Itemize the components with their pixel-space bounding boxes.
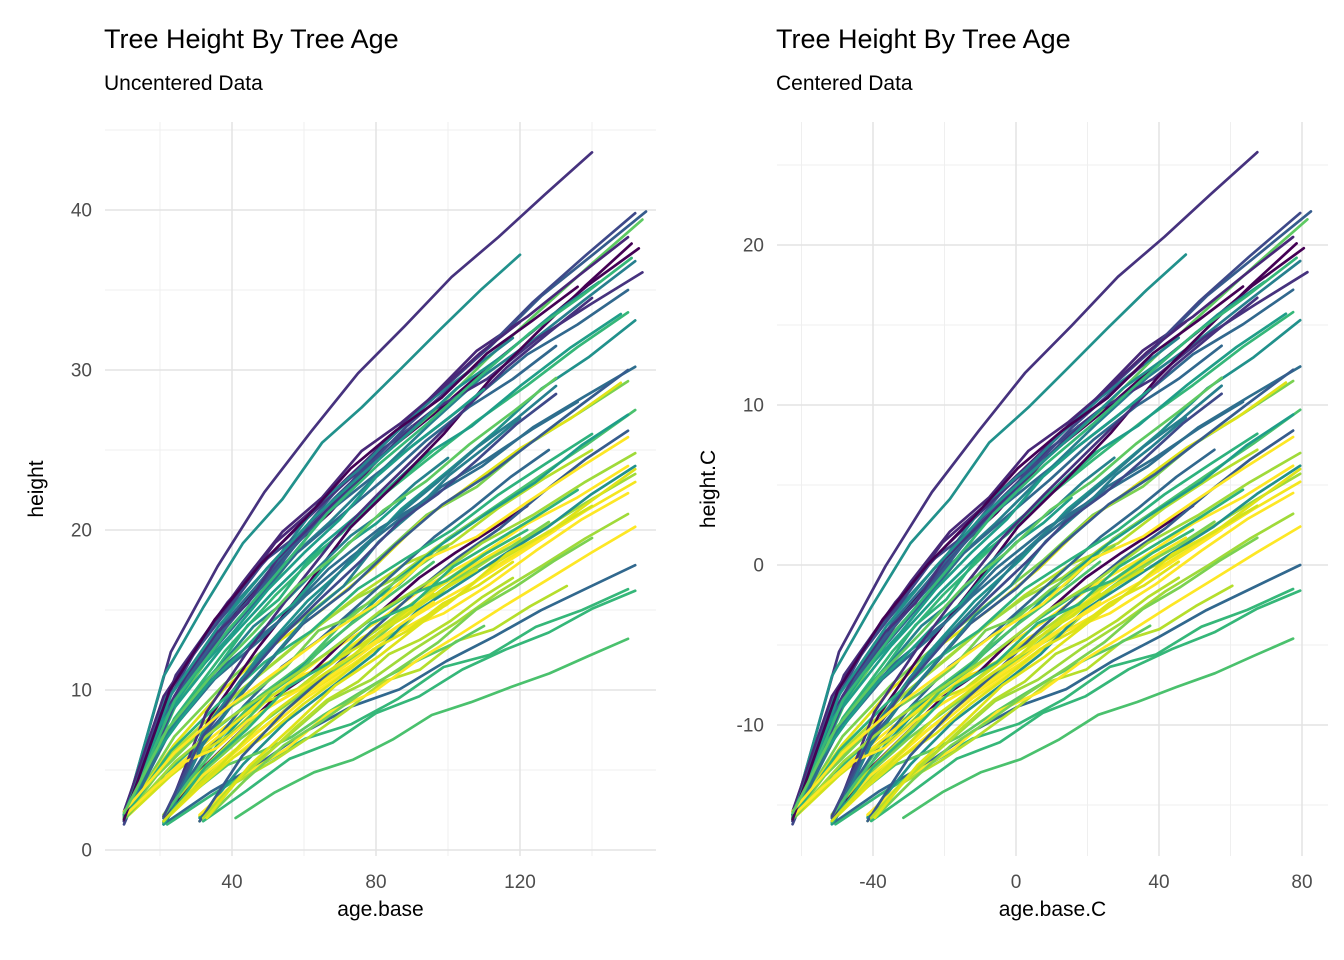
x-tick-label: -40 [859,872,886,893]
y-tick-label: 40 [71,201,92,222]
tree-growth-line [834,448,1216,813]
plot-panel-centered: -10 0 10 20 -40 0 40 80 [737,122,1328,893]
tree-growth-line [122,435,630,813]
tree-growth-line [791,285,1245,821]
tree-growth-line [866,584,1234,818]
y-axis-label-centered: height.C [697,449,720,529]
tree-growth-line [122,256,633,820]
y-tick-label: 20 [71,521,92,542]
x-tick-label: 80 [1291,872,1312,893]
tree-growth-line [122,387,486,818]
tree-growth-line [162,520,551,820]
tree-growth-line [866,464,1302,820]
tree-growth-line [205,536,594,820]
chart-uncentered: 0 10 20 30 40 40 80 120 Tree Height By Tree Age… [25,24,656,921]
y-tick-label: 20 [743,236,764,257]
x-tick-label: 0 [1011,872,1022,893]
y-tick-label: 10 [71,681,92,702]
tree-growth-line [122,376,558,815]
tree-growth-line [873,467,1302,820]
tree-growth-line [869,589,1302,823]
y-tick-label: -10 [737,716,764,737]
tree-growth-line [122,253,522,820]
chart-title-centered: Tree Height By Tree Age [776,24,1071,54]
tree-growth-line [791,150,1259,820]
tree-growth-line [122,151,594,820]
tree-growth-line [834,416,1188,821]
tree-growth-line [162,488,579,825]
tree-growth-line [201,576,515,820]
y-tick-label: 10 [743,396,764,417]
y-tick-label: 0 [753,556,764,577]
tree-growth-line [902,637,1295,820]
tree-growth-line [162,392,558,818]
plot-panel-uncentered: 0 10 20 30 40 40 80 120 [71,122,656,893]
tree-growth-line [791,376,1223,815]
x-tick-label: 80 [365,872,386,893]
x-axis-label-centered: age.base.C [998,898,1107,921]
tree-growth-line [873,536,1259,820]
chart-centered: -10 0 10 20 -40 0 40 80 Tree Height By Tree Age… [672,0,1344,960]
tree-growth-line [122,285,579,821]
tree-growth-line [162,592,435,823]
y-tick-label: 0 [81,841,92,862]
x-tick-label: 120 [504,872,536,893]
tree-growth-line [198,584,569,818]
tree-growth-line [162,296,594,825]
tree-growth-line [791,387,1152,818]
y-axis-label-uncentered: height [25,460,48,518]
tree-growth-line [791,600,1102,818]
tree-growth-line [205,467,637,820]
chart-subtitle-centered: Centered Data [776,72,913,95]
tree-growth-line [198,464,637,820]
tree-growth-line [165,416,522,821]
tree-growth-line [165,448,551,813]
x-axis-label-uncentered: age.base [337,898,424,921]
tree-growth-line [791,544,1116,820]
tree-growth-line [830,392,1223,818]
x-tick-label: 40 [1148,872,1169,893]
tree-growth-line [122,544,450,820]
tree-growth-line [122,600,435,818]
chart-subtitle-uncentered: Uncentered Data [104,72,263,95]
tree-growth-line [830,488,1245,824]
tree-growth-line [830,520,1216,820]
tree-growth-line [201,589,637,823]
y-tick-label: 30 [71,361,92,382]
chart-title-uncentered: Tree Height By Tree Age [104,24,399,54]
tree-growth-line [830,592,1102,823]
tree-growth-line [830,296,1259,824]
tree-growth-line [869,576,1181,820]
tree-growth-line [791,253,1188,820]
x-tick-label: 40 [221,872,242,893]
tree-growth-line [122,451,637,820]
tree-growth-line [791,451,1302,820]
tree-growth-line [791,435,1295,813]
tree-growth-line [791,256,1298,820]
tree-growth-line [234,637,630,820]
